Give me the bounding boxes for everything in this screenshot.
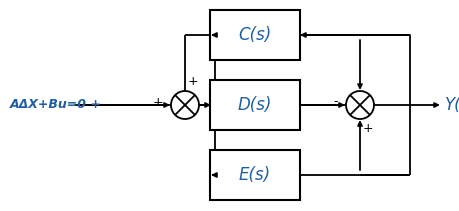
Text: D(s): D(s) [237,96,272,114]
Text: AΔX+Bu=0 +: AΔX+Bu=0 + [10,99,101,111]
Text: +: + [188,75,198,88]
Text: E(s): E(s) [238,166,270,184]
Bar [210,80,299,130]
Text: Y(s): Y(s) [444,96,459,114]
Bar [210,10,299,60]
Text: C(s): C(s) [238,26,271,44]
Bar [210,150,299,200]
Text: +: + [362,122,373,135]
Text: -: - [333,96,337,108]
Text: +: + [152,96,162,108]
